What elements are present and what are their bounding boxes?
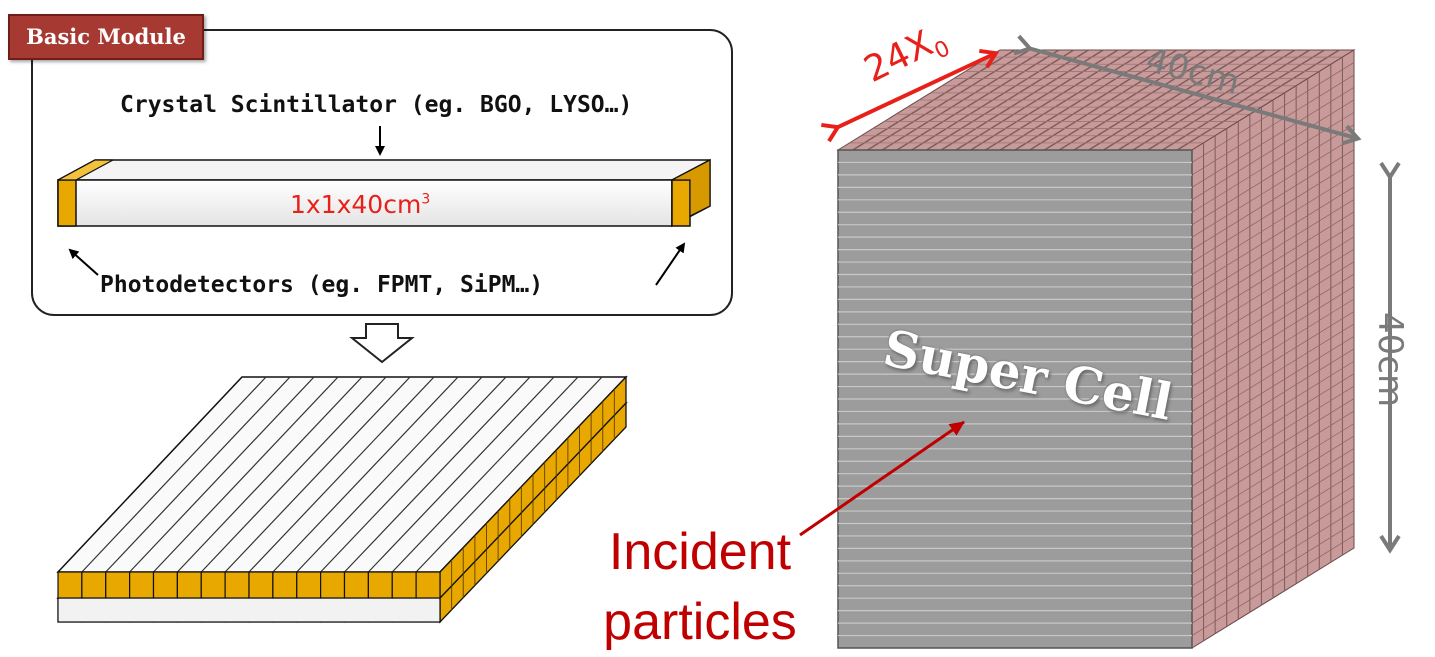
- upper-layer-detector-cell: [296, 571, 322, 599]
- depth-arrow: [821, 48, 1000, 143]
- super-cell-right-row: [1191, 348, 1355, 450]
- super-cell-right-row: [1191, 211, 1355, 313]
- super-cell-right-row: [1191, 298, 1355, 400]
- upper-layer-bar-line: [415, 376, 603, 573]
- super-cell-right-row: [1191, 497, 1355, 599]
- super-cell-right-row: [1191, 522, 1355, 624]
- super-cell-right-row: [1191, 460, 1355, 562]
- upper-layer-bar-line: [153, 376, 339, 573]
- basic-module-tag: Basic Module: [8, 14, 204, 60]
- incident-label-line1: Incident: [608, 523, 792, 581]
- super-cell-right-row: [1191, 161, 1355, 263]
- upper-layer-detector-cell: [176, 571, 202, 599]
- super-cell-right-row: [1191, 261, 1355, 362]
- upper-layer-bar-line: [391, 376, 579, 573]
- super-cell-right-row: [1191, 410, 1355, 512]
- super-cell-right-row: [1191, 136, 1355, 238]
- right-detector-arrow: [655, 242, 686, 286]
- upper-layer-detector-cell: [152, 571, 178, 599]
- upper-layer-detector-cell: [248, 571, 274, 599]
- upper-layer-detector-cell: [343, 571, 369, 599]
- width-arrow: [1013, 34, 1362, 146]
- right-photodetector: [671, 179, 691, 227]
- upper-layer-bar-line: [200, 376, 387, 573]
- super-cell-right-row: [1191, 423, 1355, 524]
- layer-stack: [56, 375, 628, 624]
- super-cell-right-row: [1191, 385, 1355, 487]
- super-cell-right-row: [1191, 398, 1355, 499]
- crystal-bar: [57, 158, 711, 228]
- crystal-size-label: 1x1x40cm3: [290, 190, 430, 219]
- upper-layer-detector-cell: [415, 571, 441, 599]
- super-cell-right-row: [1191, 174, 1355, 275]
- super-cell-right-row: [1191, 149, 1355, 250]
- super-cell-right-row: [1191, 273, 1355, 375]
- upper-layer-detector-cell: [320, 571, 346, 599]
- lower-layer-front: [57, 597, 441, 623]
- upper-layer-detector-cell: [57, 571, 83, 599]
- photodetectors-label: Photodetectors (eg. FPMT, SiPM…): [100, 272, 544, 298]
- upper-layer-bar-line: [176, 376, 363, 573]
- down-arrow-icon: [349, 323, 415, 364]
- height-label: 40cm: [1370, 312, 1410, 408]
- super-cell-right-row: [1191, 286, 1355, 387]
- super-cell-right-row: [1191, 473, 1355, 574]
- super-cell-right-row: [1191, 323, 1355, 425]
- upper-layer-detector-cell: [81, 571, 107, 599]
- upper-layer-detector-cell: [200, 571, 226, 599]
- crystal-label: Crystal Scintillator (eg. BGO, LYSO…): [120, 92, 633, 118]
- upper-layer-detector-cell: [391, 571, 417, 599]
- incident-arrow: [799, 420, 965, 537]
- super-cell-right-row: [1191, 360, 1355, 462]
- super-cell-right-row: [1191, 248, 1355, 350]
- super-cell-right-row: [1191, 535, 1355, 636]
- crystal-size-value: 1x1x40cm: [290, 190, 422, 219]
- incident-label-line2: particles: [603, 593, 797, 651]
- upper-layer-bar-line: [320, 376, 507, 573]
- upper-layer-bar-line: [296, 376, 483, 573]
- upper-layer-detector-cell: [105, 571, 131, 599]
- upper-layer-bar-line: [248, 376, 435, 573]
- upper-layer-bar-line: [367, 376, 555, 573]
- crystal-size-superscript: 3: [421, 191, 431, 208]
- upper-layer-bar-line: [272, 376, 459, 573]
- super-cell-right-row: [1191, 510, 1355, 611]
- upper-layer-bar-line: [105, 376, 291, 573]
- upper-layer-detector-cell: [272, 571, 298, 599]
- super-cell-right-row: [1191, 186, 1355, 288]
- super-cell-right-row: [1191, 448, 1355, 549]
- super-cell-right-row: [1191, 224, 1355, 325]
- upper-layer-bar-line: [224, 376, 411, 573]
- upper-layer-bar-line: [344, 376, 531, 573]
- left-photodetector: [57, 179, 77, 227]
- super-cell-right-row: [1191, 435, 1355, 537]
- upper-layer-detector-cell: [129, 571, 155, 599]
- upper-layer-detector-cell: [224, 571, 250, 599]
- upper-layer-bar-line: [81, 376, 267, 573]
- super-cell-right-row: [1191, 199, 1355, 300]
- left-detector-arrow: [68, 248, 99, 276]
- super-cell-right-row: [1191, 373, 1355, 474]
- super-cell-right-row: [1191, 236, 1355, 338]
- upper-layer-detector-cell: [367, 571, 393, 599]
- upper-layer-bar-line: [129, 376, 315, 573]
- super-cell-right-row: [1191, 311, 1355, 412]
- super-cell-right-row: [1191, 336, 1355, 437]
- super-cell-right-row: [1191, 485, 1355, 587]
